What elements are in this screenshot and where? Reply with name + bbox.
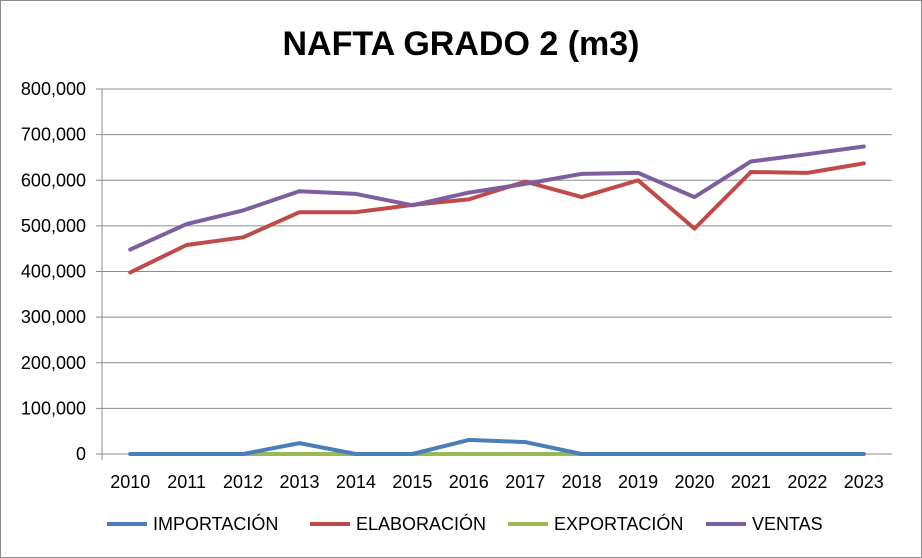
legend-label: VENTAS [752,514,823,534]
y-tick-label: 100,000 [21,398,86,418]
x-tick-label: 2012 [223,472,263,492]
x-tick-label: 2011 [167,472,206,492]
gridlines [96,88,892,460]
y-tick-label: 800,000 [21,79,86,99]
series-line-elaboración [128,161,866,275]
y-tick-label: 200,000 [21,353,86,373]
y-tick-label: 400,000 [21,262,86,282]
legend-label: ELABORACIÓN [356,513,486,534]
series-lines [128,144,866,456]
series-line-importación [128,437,866,456]
y-axis-ticks: 0 100,000 200,000 300,000 400,000 500,000 600,… [21,79,86,464]
legend: IMPORTACIÓN ELABORACIÓN EXPORTACIÓN VENTAS [107,513,823,534]
x-tick-label: 2013 [279,472,319,492]
y-tick-label: 600,000 [21,170,86,190]
x-axis-ticks: 2010 2011 2012 2013 2014 2015 2016 2017 2018 2019… [110,472,884,492]
legend-label: EXPORTACIÓN [554,513,683,534]
chart-title: NAFTA GRADO 2 (m3) [283,25,640,63]
x-tick-label: 2017 [505,472,545,492]
x-tick-label: 2010 [110,472,150,492]
x-tick-label: 2014 [336,472,376,492]
x-tick-label: 2020 [674,472,714,492]
y-tick-label: 0 [76,444,86,464]
y-tick-label: 300,000 [21,307,86,327]
legend-label: IMPORTACIÓN [153,513,278,534]
x-tick-label: 2016 [449,472,489,492]
x-tick-label: 2015 [392,472,432,492]
x-tick-label: 2023 [844,472,884,492]
y-tick-label: 500,000 [21,216,86,236]
series-line-ventas [128,144,866,252]
x-tick-label: 2018 [562,472,602,492]
x-tick-label: 2019 [618,472,658,492]
x-tick-label: 2021 [731,472,771,492]
y-tick-label: 700,000 [21,125,86,145]
x-tick-label: 2022 [787,472,827,492]
